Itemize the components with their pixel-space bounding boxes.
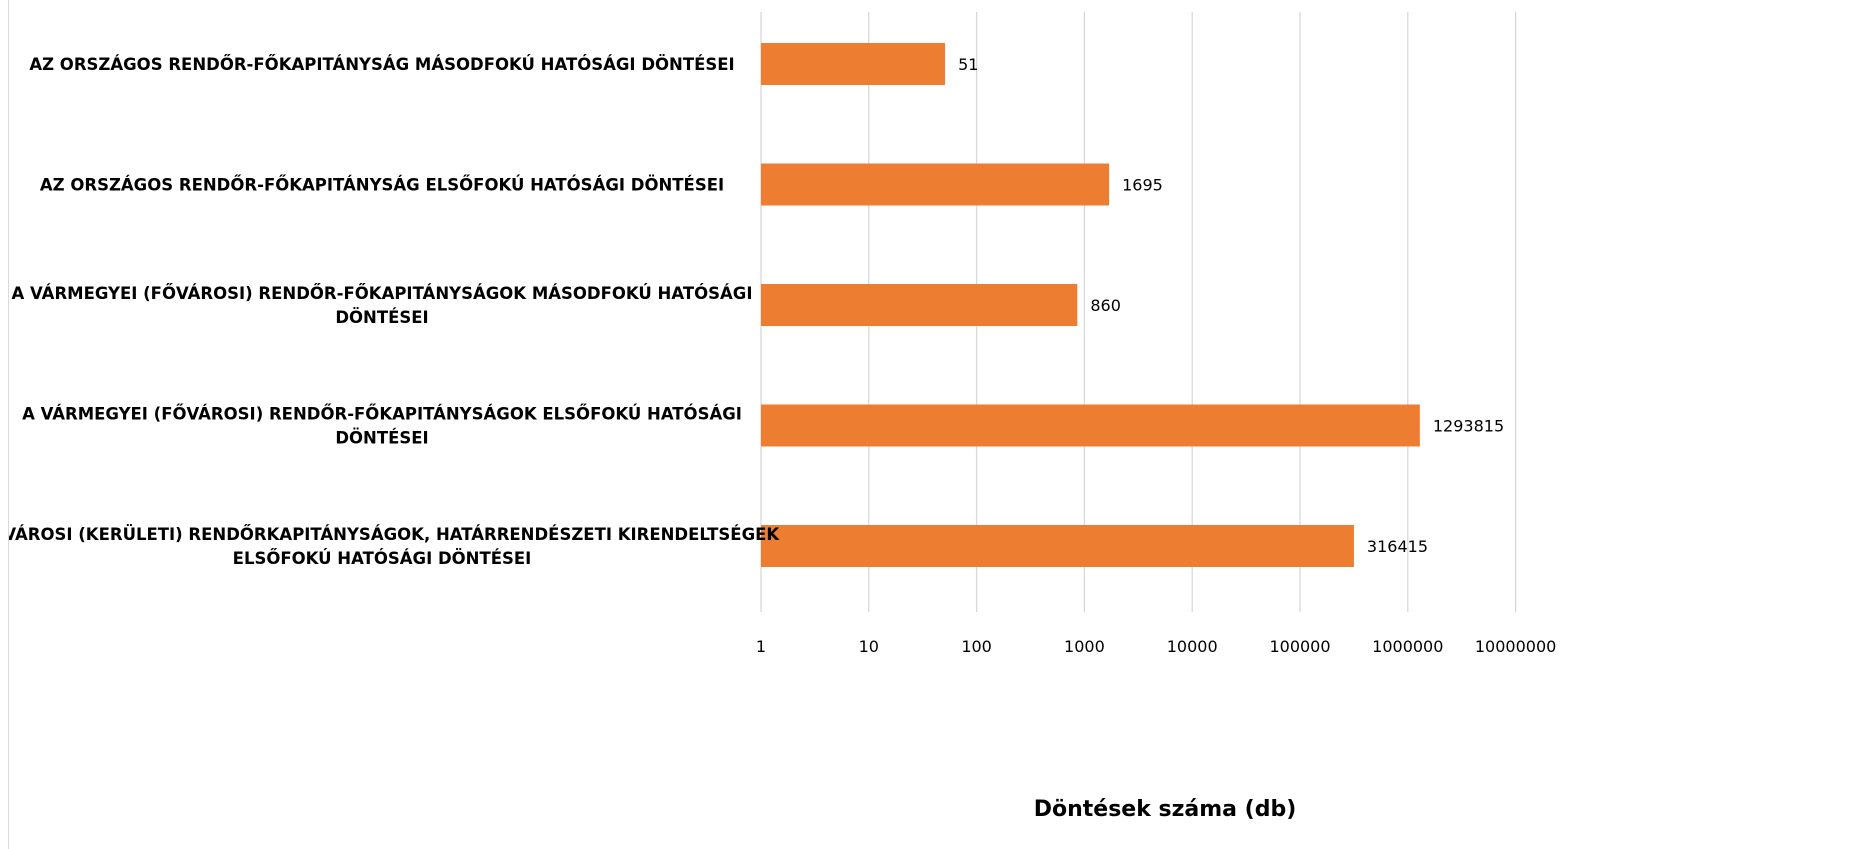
data-label: 316415 xyxy=(1367,537,1428,556)
bar xyxy=(761,284,1078,326)
category-labels: AZ ORSZÁGOS RENDŐR-FŐKAPITÁNYSÁG MÁSODFO… xyxy=(9,54,780,568)
x-tick-label: 100 xyxy=(961,637,992,656)
category-label-line: ELSŐFOKÚ HATÓSÁGI DÖNTÉSEI xyxy=(233,548,532,568)
x-tick-label: 10000000 xyxy=(1475,637,1556,656)
x-tick-label: 1 xyxy=(756,637,766,656)
x-tick-label: 1000000 xyxy=(1372,637,1443,656)
x-tick-label: 1000 xyxy=(1064,637,1105,656)
data-label: 51 xyxy=(958,55,978,74)
category-label-line: A VÁRMEGYEI (FŐVÁROSI) RENDŐR-FŐKAPITÁNY… xyxy=(12,283,753,303)
x-axis-title: Döntések száma (db) xyxy=(1034,797,1297,822)
bars xyxy=(761,43,1420,567)
category-label: A VÁROSI (KERÜLETI) RENDŐRKAPITÁNYSÁGOK,… xyxy=(9,524,780,568)
category-label-line: A VÁRMEGYEI (FŐVÁROSI) RENDŐR-FŐKAPITÁNY… xyxy=(22,404,742,424)
chart-frame: 51 1695 860 1293815 316415 AZ ORSZÁGOS RENDŐ… xyxy=(8,0,1861,849)
bar xyxy=(761,525,1354,567)
category-label-line: DÖNTÉSEI xyxy=(335,308,428,327)
bar xyxy=(761,43,946,85)
x-tick-label: 100000 xyxy=(1269,637,1330,656)
category-label-line: DÖNTÉSEI xyxy=(335,429,428,448)
data-label: 860 xyxy=(1090,296,1121,315)
x-tick-label: 10000 xyxy=(1167,637,1218,656)
bar-chart: 51 1695 860 1293815 316415 AZ ORSZÁGOS RENDŐ… xyxy=(9,12,1556,822)
category-label: A VÁRMEGYEI (FŐVÁROSI) RENDŐR-FŐKAPITÁNY… xyxy=(22,404,742,448)
bar xyxy=(761,163,1110,206)
data-labels: 51 1695 860 1293815 316415 xyxy=(958,55,1504,556)
category-label: A VÁRMEGYEI (FŐVÁROSI) RENDŐR-FŐKAPITÁNY… xyxy=(12,283,753,327)
data-label: 1293815 xyxy=(1433,417,1504,436)
category-label-line: AZ ORSZÁGOS RENDŐR-FŐKAPITÁNYSÁG ELSŐFOK… xyxy=(40,175,724,195)
data-label: 1695 xyxy=(1122,176,1163,195)
category-label-line: AZ ORSZÁGOS RENDŐR-FŐKAPITÁNYSÁG MÁSODFO… xyxy=(29,54,734,74)
category-label-line: A VÁROSI (KERÜLETI) RENDŐRKAPITÁNYSÁGOK,… xyxy=(9,524,780,544)
x-tick-label: 10 xyxy=(859,637,879,656)
category-label: AZ ORSZÁGOS RENDŐR-FŐKAPITÁNYSÁG ELSŐFOK… xyxy=(40,175,724,195)
x-tick-labels: 1 10 100 1000 10000 100000 1000000 10000000 xyxy=(756,637,1556,656)
bar xyxy=(761,404,1420,447)
category-label: AZ ORSZÁGOS RENDŐR-FŐKAPITÁNYSÁG MÁSODFO… xyxy=(29,54,734,74)
